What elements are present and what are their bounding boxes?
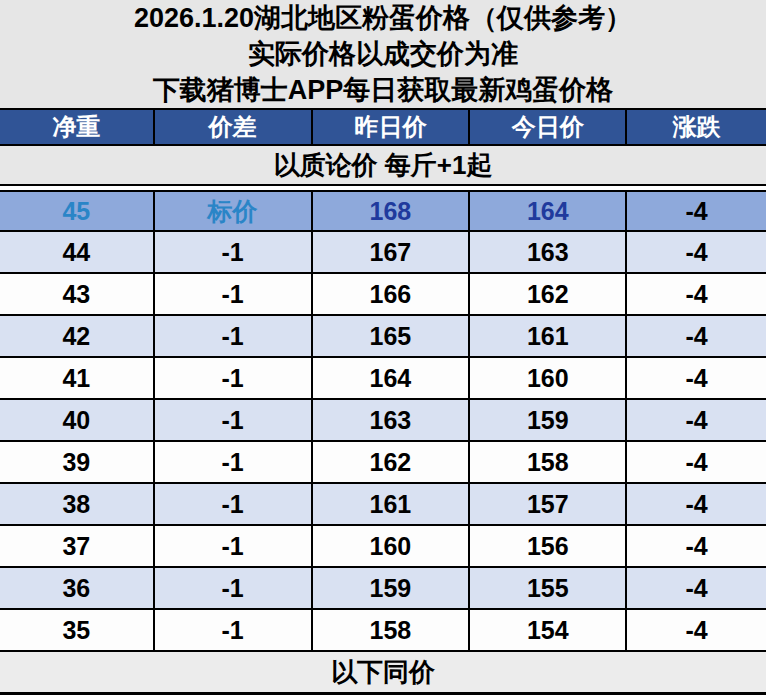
cell-yesterday-price: 167 (313, 232, 471, 272)
title-note-1: 实际价格以成交价为准 (248, 36, 518, 72)
table-row: 44 -1 167 163 -4 (0, 232, 766, 274)
cell-net-weight: 38 (0, 484, 155, 524)
cell-net-weight: 35 (0, 610, 155, 650)
cell-net-weight: 44 (0, 232, 155, 272)
cell-net-weight: 40 (0, 400, 155, 440)
cell-yesterday-price: 168 (313, 192, 471, 230)
cell-price-diff: -1 (155, 232, 313, 272)
cell-price-diff: -1 (155, 358, 313, 398)
table-row: 45 标价 168 164 -4 (0, 190, 766, 232)
cell-yesterday-price: 166 (313, 274, 471, 314)
cell-net-weight: 37 (0, 526, 155, 566)
cell-today-price: 159 (470, 400, 627, 440)
cell-price-diff: -1 (155, 484, 313, 524)
cell-net-weight: 36 (0, 568, 155, 608)
cell-yesterday-price: 163 (313, 400, 471, 440)
table-row: 36 -1 159 155 -4 (0, 568, 766, 610)
column-header-change: 涨跌 (627, 110, 766, 144)
cell-price-diff: -1 (155, 610, 313, 650)
price-table-sheet: 2026.1.20湖北地区粉蛋价格（仅供参考） 实际价格以成交价为准 下载猪博士… (0, 0, 766, 695)
page-title: 2026.1.20湖北地区粉蛋价格（仅供参考） (134, 0, 632, 36)
table-row: 41 -1 164 160 -4 (0, 358, 766, 400)
table-row: 38 -1 161 157 -4 (0, 484, 766, 526)
cell-today-price: 157 (470, 484, 627, 524)
cell-net-weight: 39 (0, 442, 155, 482)
cell-today-price: 163 (470, 232, 627, 272)
cell-price-diff: -1 (155, 274, 313, 314)
cell-today-price: 162 (470, 274, 627, 314)
table-row: 42 -1 165 161 -4 (0, 316, 766, 358)
cell-price-diff: -1 (155, 442, 313, 482)
cell-today-price: 161 (470, 316, 627, 356)
cell-price-diff: -1 (155, 526, 313, 566)
cell-change: -4 (627, 274, 766, 314)
column-header-today-price: 今日价 (470, 110, 627, 144)
cell-yesterday-price: 158 (313, 610, 471, 650)
cell-price-diff: -1 (155, 400, 313, 440)
cell-net-weight: 43 (0, 274, 155, 314)
cell-yesterday-price: 165 (313, 316, 471, 356)
cell-yesterday-price: 160 (313, 526, 471, 566)
column-header-yesterday-price: 昨日价 (313, 110, 471, 144)
table-row: 37 -1 160 156 -4 (0, 526, 766, 568)
title-note-2: 下载猪博士APP每日获取最新鸡蛋价格 (153, 72, 614, 108)
table-row: 43 -1 166 162 -4 (0, 274, 766, 316)
cell-change: -4 (627, 442, 766, 482)
cell-yesterday-price: 161 (313, 484, 471, 524)
cell-today-price: 155 (470, 568, 627, 608)
same-price-below-footer: 以下同价 (0, 652, 766, 695)
cell-change: -4 (627, 610, 766, 650)
cell-today-price: 164 (470, 192, 627, 230)
cell-price-diff: -1 (155, 316, 313, 356)
cell-change: -4 (627, 400, 766, 440)
cell-today-price: 154 (470, 610, 627, 650)
cell-net-weight: 42 (0, 316, 155, 356)
cell-change: -4 (627, 316, 766, 356)
column-header-net-weight: 净重 (0, 110, 155, 144)
cell-yesterday-price: 159 (313, 568, 471, 608)
cell-change: -4 (627, 358, 766, 398)
table-row: 35 -1 158 154 -4 (0, 610, 766, 652)
cell-change: -4 (627, 526, 766, 566)
cell-price-diff: 标价 (155, 192, 313, 230)
cell-today-price: 156 (470, 526, 627, 566)
cell-change: -4 (627, 484, 766, 524)
cell-today-price: 160 (470, 358, 627, 398)
cell-net-weight: 41 (0, 358, 155, 398)
cell-price-diff: -1 (155, 568, 313, 608)
table-header-row: 净重 价差 昨日价 今日价 涨跌 (0, 108, 766, 146)
table-row: 40 -1 163 159 -4 (0, 400, 766, 442)
cell-yesterday-price: 164 (313, 358, 471, 398)
column-header-price-diff: 价差 (155, 110, 313, 144)
title-block: 2026.1.20湖北地区粉蛋价格（仅供参考） 实际价格以成交价为准 下载猪博士… (0, 0, 766, 108)
table-row: 39 -1 162 158 -4 (0, 442, 766, 484)
cell-yesterday-price: 162 (313, 442, 471, 482)
cell-net-weight: 45 (0, 192, 155, 230)
cell-change: -4 (627, 232, 766, 272)
cell-change: -4 (627, 568, 766, 608)
cell-today-price: 158 (470, 442, 627, 482)
cell-change: -4 (627, 192, 766, 230)
pricing-policy-banner: 以质论价 每斤+1起 (0, 146, 766, 186)
